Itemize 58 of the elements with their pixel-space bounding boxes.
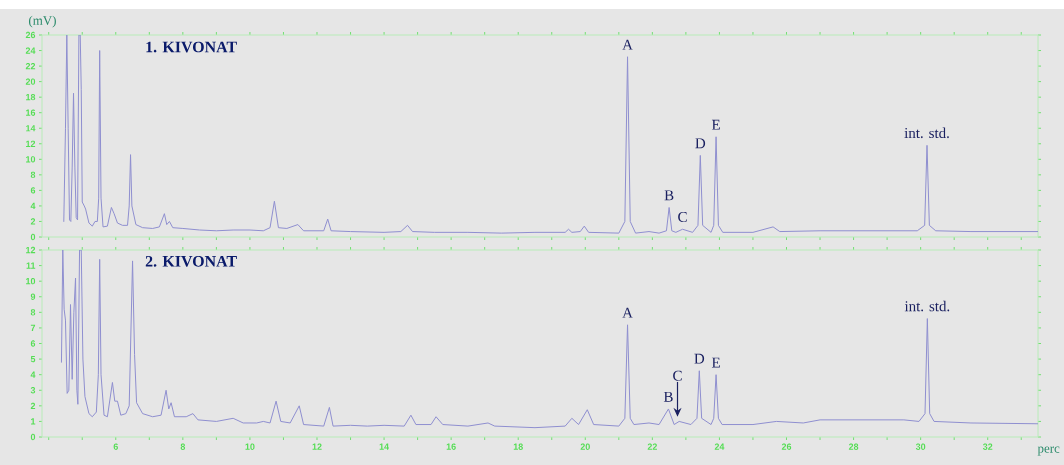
y-axis-title: (mV) bbox=[28, 15, 56, 28]
annotation: C bbox=[678, 212, 687, 223]
y-tick-label: 20 bbox=[25, 78, 36, 85]
annotation: A bbox=[622, 39, 633, 50]
annotation: D bbox=[695, 138, 706, 149]
annotation: E bbox=[711, 119, 720, 130]
x-tick-label: 28 bbox=[848, 443, 859, 450]
x-tick-label: 32 bbox=[982, 443, 993, 450]
x-tick-label: 18 bbox=[513, 443, 523, 450]
annotation: int. std. bbox=[904, 127, 949, 139]
y-tick-label: 7 bbox=[30, 324, 36, 332]
y-tick-label: 18 bbox=[26, 93, 36, 101]
x-tick-label: 26 bbox=[781, 443, 792, 450]
y-tick-label: 2 bbox=[30, 218, 36, 225]
y-tick-label: 0 bbox=[30, 433, 36, 441]
y-tick-label: 12 bbox=[26, 140, 36, 147]
x-tick-label: 6 bbox=[113, 443, 118, 450]
y-tick-label: 1 bbox=[31, 418, 36, 425]
y-tick-label: 11 bbox=[26, 262, 36, 269]
annotation: C bbox=[673, 370, 682, 381]
y-tick-label: 10 bbox=[26, 277, 36, 285]
y-tick-label: 10 bbox=[26, 156, 36, 163]
y-tick-label: 4 bbox=[30, 202, 36, 210]
x-tick-label: 20 bbox=[580, 443, 590, 450]
y-tick-label: 2 bbox=[30, 402, 36, 409]
y-tick-label: 4 bbox=[30, 371, 36, 378]
annotation: int. std. bbox=[904, 300, 950, 312]
y-tick-label: 22 bbox=[25, 62, 36, 70]
x-tick-label: 16 bbox=[446, 443, 456, 450]
chart-title: 1. KIVONAT bbox=[146, 41, 237, 53]
y-tick-label: 8 bbox=[30, 171, 36, 179]
y-tick-label: 5 bbox=[30, 355, 36, 363]
y-tick-label: 8 bbox=[30, 309, 36, 316]
x-tick-label: 12 bbox=[312, 443, 322, 450]
y-tick-label: 12 bbox=[26, 246, 36, 254]
y-tick-label: 6 bbox=[30, 340, 36, 347]
y-tick-label: 9 bbox=[30, 293, 36, 300]
x-tick-label: 8 bbox=[180, 443, 186, 450]
y-tick-label: 16 bbox=[26, 109, 36, 116]
annotation: D bbox=[694, 353, 705, 364]
line-series bbox=[60, 250, 1039, 429]
annotation: A bbox=[622, 307, 633, 318]
y-tick-label: 6 bbox=[30, 187, 36, 194]
x-tick-label: 22 bbox=[647, 443, 657, 450]
x-tick-label: 30 bbox=[915, 443, 926, 450]
x-tick-label: 14 bbox=[379, 443, 389, 450]
x-tick-label: 24 bbox=[714, 443, 725, 450]
chart-title: 2. KIVONAT bbox=[145, 255, 237, 267]
y-tick-label: 14 bbox=[26, 125, 36, 132]
y-tick-label: 0 bbox=[30, 233, 36, 241]
y-tick-label: 3 bbox=[30, 387, 36, 394]
x-tick-label: 10 bbox=[245, 443, 255, 450]
x-axis-title: perc bbox=[1037, 446, 1060, 456]
annotation: B bbox=[663, 391, 673, 402]
annotation: B bbox=[664, 190, 674, 201]
annotation: E bbox=[711, 357, 720, 368]
y-tick-label: 24 bbox=[25, 47, 36, 54]
y-tick-label: 26 bbox=[25, 31, 36, 39]
